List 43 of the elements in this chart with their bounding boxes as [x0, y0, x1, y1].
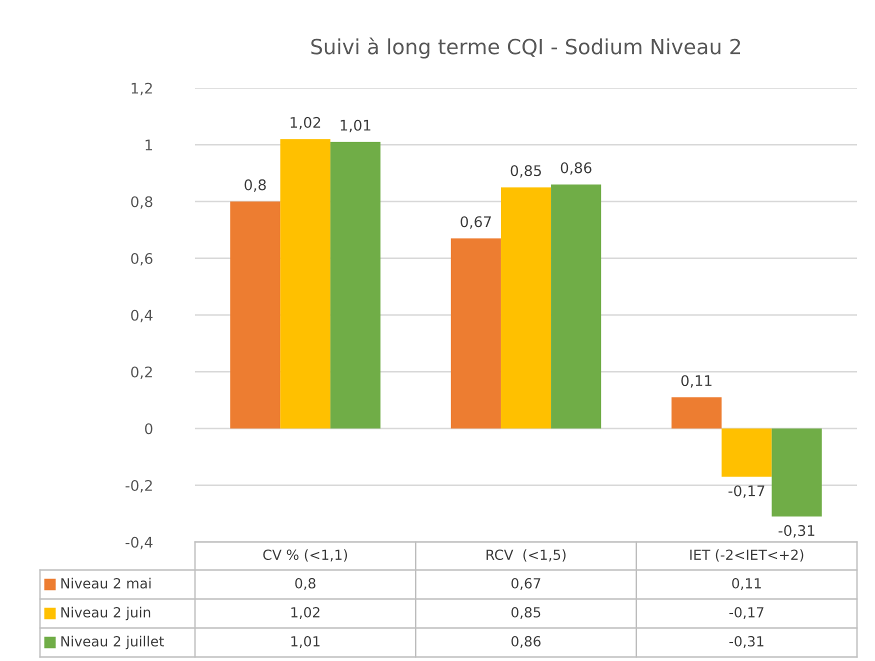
bar	[672, 397, 722, 428]
text: 0,11	[681, 375, 712, 388]
text: 1,02	[290, 116, 320, 130]
x-tick-label: RCV (<1,5)	[486, 549, 566, 562]
data-label: 0,8	[295, 578, 316, 590]
x-tick-label: CV % (<1,1)	[263, 549, 348, 562]
y-tick-label: 1	[146, 140, 152, 150]
text: 0,86	[560, 162, 592, 175]
bar	[772, 428, 822, 516]
legend-label: Niveau 2 juillet	[61, 636, 164, 650]
bar	[500, 187, 552, 428]
text: 1,01	[340, 120, 370, 132]
data-label: 1,02	[291, 607, 320, 619]
data-label: 0,11	[732, 578, 761, 590]
bar	[230, 202, 280, 428]
y-tick-label: 0,4	[131, 310, 153, 322]
chart-title: Suivi à long terme CQI - Sodium Niveau 2	[311, 38, 740, 58]
data-label: 0,67	[511, 578, 540, 590]
data-label: -0,17	[729, 607, 764, 619]
y-tick-label: 0	[145, 423, 152, 434]
bar	[330, 142, 380, 428]
text: -0,17	[728, 485, 764, 498]
data-label: 0,85	[511, 607, 540, 619]
y-tick-label: -0,4	[126, 536, 153, 550]
y-tick-label: -0,2	[126, 480, 152, 492]
x-tick-label: IET (-2<IET<+2)	[690, 549, 804, 562]
text: 0,85	[510, 165, 541, 178]
bar	[450, 238, 501, 428]
y-tick-label: 1,2	[132, 82, 152, 96]
text: 0,8	[244, 179, 266, 192]
y-tick-label: 0,6	[131, 252, 152, 266]
bar	[280, 139, 330, 428]
text: -0,31	[778, 525, 814, 538]
legend-label: Niveau 2 juin	[61, 606, 150, 620]
y-tick-label: 0,2	[131, 366, 152, 379]
bar	[551, 184, 602, 428]
text: 0,67	[460, 216, 491, 229]
data-label: 1,01	[291, 636, 320, 648]
y-tick-label: 0,8	[131, 196, 152, 209]
data-label: 0,86	[511, 636, 541, 648]
data-label: -0,31	[729, 636, 764, 648]
bar	[722, 428, 772, 477]
legend-label: Niveau 2 mai	[61, 578, 151, 589]
